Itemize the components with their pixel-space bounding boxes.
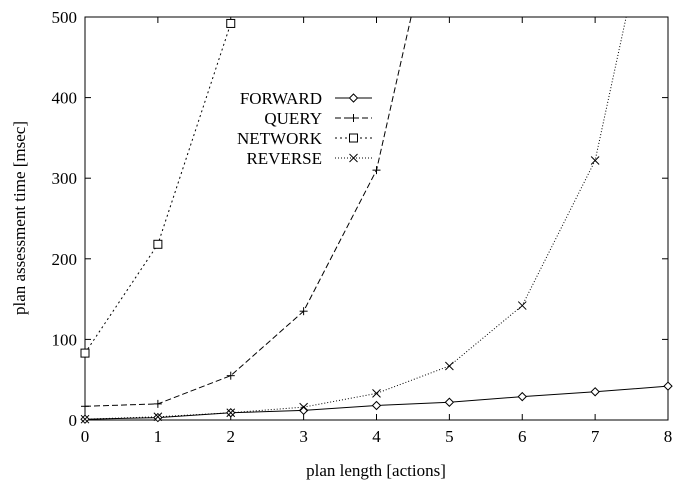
- series-line-query: [85, 17, 412, 407]
- data-point-forward: [298, 405, 309, 416]
- x-tick-label: 7: [591, 427, 600, 446]
- data-point-reverse: [445, 361, 454, 371]
- x-tick-label: 1: [154, 427, 163, 446]
- data-point-reverse: [80, 414, 90, 424]
- data-point-reverse: [517, 301, 527, 310]
- legend-label-forward: FORWARD: [240, 89, 322, 108]
- series-line-reverse: [85, 17, 627, 420]
- data-point-forward: [517, 391, 527, 402]
- data-point-query: [153, 399, 162, 408]
- legend-entry-forward: FORWARD: [240, 89, 372, 108]
- series-line-network: [85, 23, 232, 354]
- legend-entry-network: NETWORK: [237, 129, 372, 148]
- plot-frame: [84, 16, 669, 421]
- data-point-forward: [153, 412, 163, 423]
- legend-label-network: NETWORK: [237, 129, 323, 148]
- data-point-forward: [590, 387, 600, 397]
- y-tick-label: 400: [52, 89, 78, 108]
- data-point-reverse: [153, 412, 163, 422]
- data-point-query: [372, 166, 381, 175]
- y-tick-label: 500: [52, 8, 78, 27]
- legend-marker-query: [349, 114, 358, 122]
- markers-group: [80, 18, 673, 424]
- x-tick-label: 8: [664, 427, 673, 446]
- data-point-query: [299, 307, 308, 316]
- data-point-reverse: [299, 402, 308, 412]
- data-point-forward: [663, 381, 673, 391]
- legend-label-query: QUERY: [264, 109, 322, 128]
- x-tick-label: 5: [445, 427, 454, 446]
- x-tick-label: 2: [227, 427, 236, 446]
- x-tick-label: 4: [372, 427, 381, 446]
- data-point-reverse: [226, 408, 236, 418]
- data-point-forward: [371, 400, 382, 411]
- data-point-reverse: [372, 389, 381, 398]
- y-tick-label: 200: [52, 250, 78, 269]
- legend-marker-network: [349, 133, 358, 143]
- data-point-network: [80, 348, 90, 358]
- data-point-forward: [444, 397, 455, 407]
- axes: 0 1 2 3 4 5 6 7 8 0 100 200 300 400 500: [52, 8, 673, 446]
- data-point-query: [226, 371, 235, 380]
- data-point-network: [153, 239, 163, 249]
- legend-entry-reverse: REVERSE: [246, 149, 372, 168]
- y-tick-label: 0: [69, 411, 78, 430]
- data-point-reverse: [590, 156, 600, 165]
- y-axis-label: plan assessment time [msec]: [10, 121, 29, 315]
- legend-entry-query: QUERY: [264, 109, 372, 128]
- y-tick-label: 100: [52, 330, 78, 349]
- x-tick-label: 3: [299, 427, 308, 446]
- data-point-network: [226, 18, 236, 28]
- legend-marker-reverse: [349, 153, 358, 163]
- series-group: [85, 17, 668, 420]
- legend-label-reverse: REVERSE: [246, 149, 322, 168]
- y-tick-label: 300: [52, 169, 78, 188]
- data-point-query: [81, 402, 89, 411]
- x-tick-label: 6: [518, 427, 527, 446]
- legend-marker-forward: [348, 93, 359, 103]
- x-tick-label: 0: [81, 427, 90, 446]
- x-axis-label: plan length [actions]: [306, 461, 446, 480]
